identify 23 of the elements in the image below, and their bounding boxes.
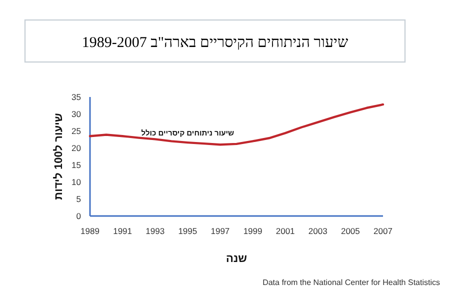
x-axis-title: שנה [226, 253, 248, 265]
chart-title: שיעור הניתוחים הקיסריים בארה"ב 1989-2007 [82, 35, 348, 51]
x-tick-label: 2001 [276, 226, 296, 236]
x-tick-label: 2005 [340, 226, 360, 236]
y-tick-label: 20 [72, 143, 82, 153]
y-axis-title: שיעור ל100 לידות [53, 113, 65, 200]
x-tick-label: 2007 [374, 226, 393, 236]
x-tick-label: 1999 [243, 226, 262, 236]
y-tick-label: 35 [72, 92, 82, 102]
y-tick-label: 10 [72, 177, 82, 187]
line-series [88, 103, 384, 146]
x-tick-label: 1993 [146, 226, 165, 236]
text: Data from the National Center for Health Statistics [262, 278, 440, 287]
x-tick-label: 1991 [113, 226, 132, 236]
y-tick-label: 25 [72, 126, 82, 136]
y-tick-label: 0 [76, 211, 82, 221]
y-tick-label: 5 [76, 194, 82, 204]
x-tick-label: 1997 [210, 226, 230, 236]
x-tick-label: 1995 [178, 226, 198, 236]
y-tick-label: 30 [72, 109, 82, 119]
y-tick-label: 15 [72, 160, 82, 170]
x-tick-label: 2003 [308, 226, 328, 236]
x-tick-label: 1989 [80, 226, 100, 236]
